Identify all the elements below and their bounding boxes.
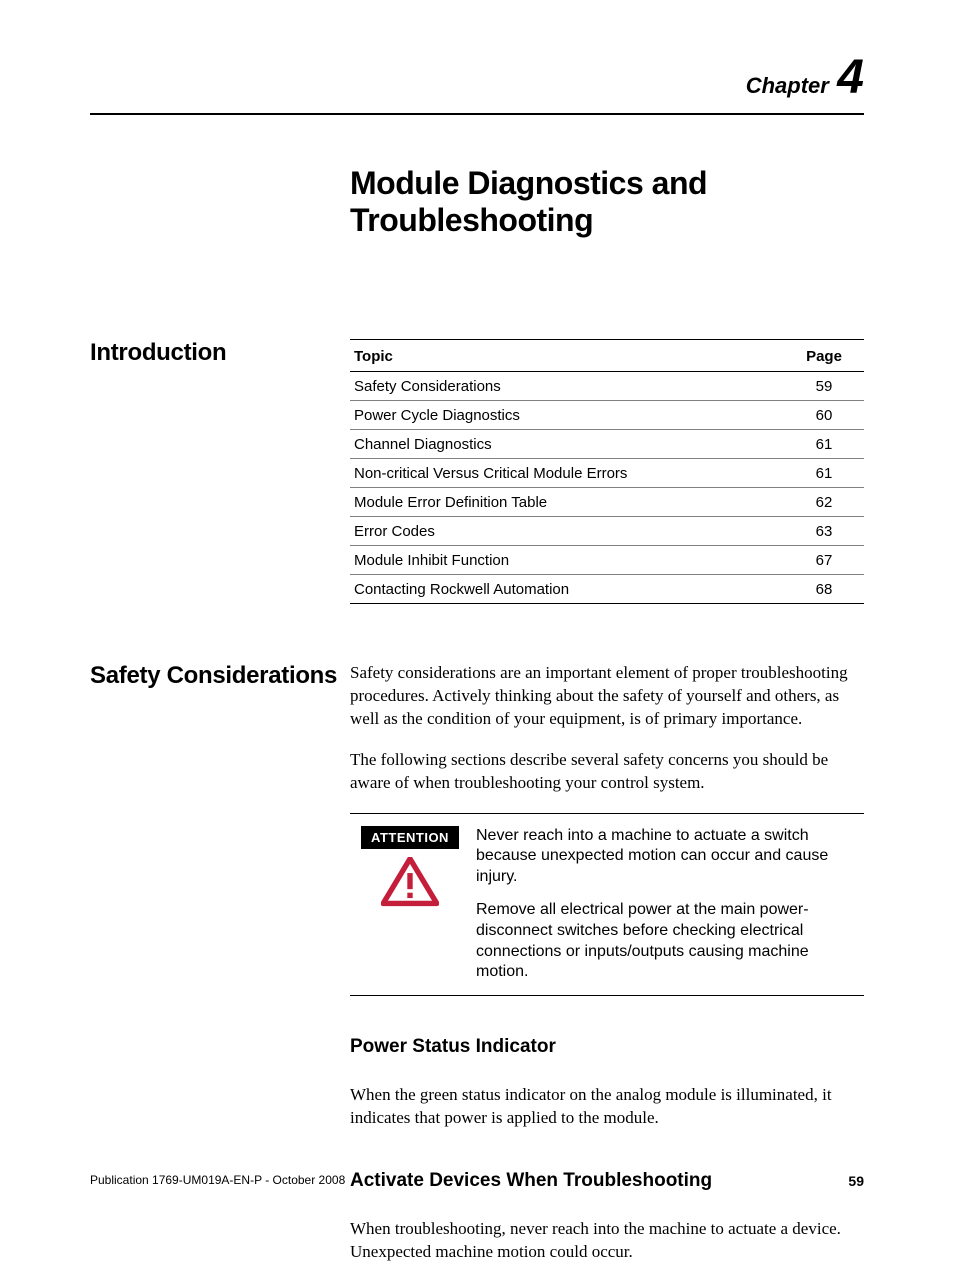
cell-page: 59 [784, 372, 864, 401]
cell-topic: Non-critical Versus Critical Module Erro… [350, 459, 784, 488]
safety-body: Safety considerations are an important e… [350, 662, 864, 1282]
cell-topic: Module Inhibit Function [350, 546, 784, 575]
cell-topic: Channel Diagnostics [350, 430, 784, 459]
footer-publication: Publication 1769-UM019A-EN-P - October 2… [90, 1173, 345, 1189]
safety-para-2: The following sections describe several … [350, 749, 864, 795]
attention-para-1: Never reach into a machine to actuate a … [476, 826, 864, 888]
attention-para-2: Remove all electrical power at the main … [476, 900, 864, 983]
attention-text: Never reach into a machine to actuate a … [470, 826, 864, 984]
safety-section: Safety Considerations Safety considerati… [90, 662, 864, 1282]
cell-topic: Safety Considerations [350, 372, 784, 401]
topics-table: Topic Page Safety Considerations 59 Powe… [350, 339, 864, 604]
activate-para: When troubleshooting, never reach into t… [350, 1218, 864, 1264]
table-row: Error Codes 63 [350, 517, 864, 546]
table-row: Power Cycle Diagnostics 60 [350, 401, 864, 430]
page-container: Chapter 4 Module Diagnostics and Trouble… [0, 0, 954, 1235]
cell-page: 61 [784, 459, 864, 488]
cell-page: 62 [784, 488, 864, 517]
power-status-heading: Power Status Indicator [350, 1036, 864, 1058]
intro-section: Introduction Topic Page Safety Considera… [90, 339, 864, 604]
page-footer: Publication 1769-UM019A-EN-P - October 2… [90, 1173, 864, 1189]
cell-page: 61 [784, 430, 864, 459]
safety-para-1: Safety considerations are an important e… [350, 662, 864, 731]
cell-topic: Contacting Rockwell Automation [350, 575, 784, 604]
intro-body: Topic Page Safety Considerations 59 Powe… [350, 339, 864, 604]
footer-page-number: 59 [848, 1173, 864, 1189]
attention-left: ATTENTION [350, 826, 470, 912]
safety-heading: Safety Considerations [90, 662, 350, 690]
cell-page: 63 [784, 517, 864, 546]
th-page: Page [784, 340, 864, 372]
attention-badge: ATTENTION [361, 826, 459, 849]
attention-block: ATTENTION Never reach into a machine to … [350, 813, 864, 997]
cell-topic: Module Error Definition Table [350, 488, 784, 517]
table-row: Channel Diagnostics 61 [350, 430, 864, 459]
table-row: Safety Considerations 59 [350, 372, 864, 401]
cell-topic: Power Cycle Diagnostics [350, 401, 784, 430]
th-topic: Topic [350, 340, 784, 372]
chapter-label: Chapter [746, 73, 829, 98]
table-header-row: Topic Page [350, 340, 864, 372]
chapter-header: Chapter 4 [90, 50, 864, 105]
table-row: Non-critical Versus Critical Module Erro… [350, 459, 864, 488]
cell-topic: Error Codes [350, 517, 784, 546]
warning-triangle-icon [381, 857, 439, 912]
cell-page: 67 [784, 546, 864, 575]
table-row: Module Inhibit Function 67 [350, 546, 864, 575]
cell-page: 68 [784, 575, 864, 604]
cell-page: 60 [784, 401, 864, 430]
header-rule [90, 113, 864, 115]
chapter-number: 4 [837, 51, 864, 104]
table-row: Module Error Definition Table 62 [350, 488, 864, 517]
power-status-para: When the green status indicator on the a… [350, 1084, 864, 1130]
intro-heading: Introduction [90, 339, 350, 367]
table-row: Contacting Rockwell Automation 68 [350, 575, 864, 604]
page-title: Module Diagnostics and Troubleshooting [350, 165, 864, 239]
